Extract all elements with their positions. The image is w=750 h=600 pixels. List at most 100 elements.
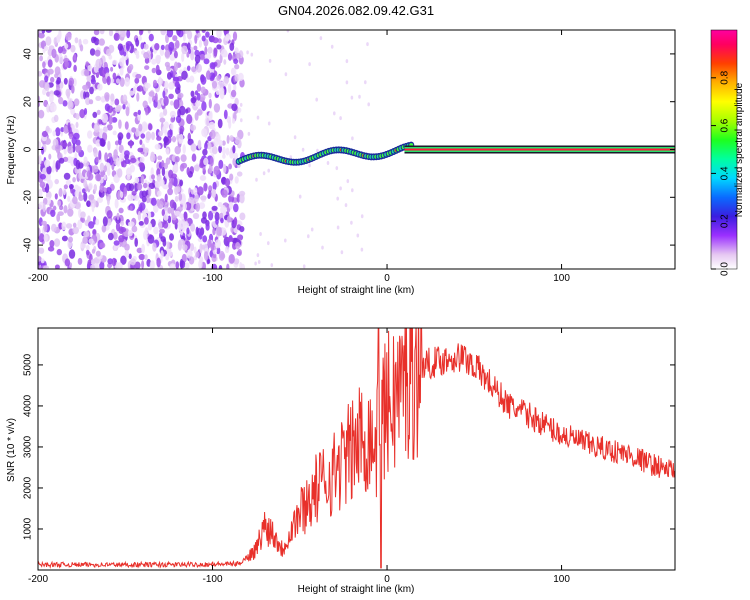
heatmap-noise-cell — [173, 177, 178, 187]
heatmap-noise-cell — [114, 98, 120, 106]
heatmap-noise-cell — [78, 191, 82, 199]
heatmap-noise-cell — [193, 187, 198, 196]
heatmap-noise-cell — [138, 162, 145, 168]
heatmap-noise-cell — [142, 100, 148, 109]
heatmap-noise-cell — [307, 234, 310, 239]
heatmap-noise-cell — [143, 43, 149, 50]
heatmap-noise-cell — [216, 30, 222, 39]
heatmap-noise-cell — [164, 80, 169, 90]
heatmap-noise-cell — [220, 217, 224, 224]
heatmap-noise-cell — [186, 65, 191, 72]
heatmap-noise-cell — [72, 196, 78, 205]
heatmap-noise-cell — [194, 54, 201, 64]
heatmap-noise-cell — [208, 98, 212, 109]
heatmap-noise-cell — [350, 220, 353, 225]
heatmap-noise-cell — [308, 163, 311, 168]
heatmap-noise-cell — [104, 94, 110, 102]
heatmap-noise-cell — [130, 258, 136, 266]
heatmap-noise-cell — [68, 249, 76, 259]
heatmap-noise-cell — [141, 121, 148, 131]
heatmap-noise-cell — [73, 64, 77, 72]
heatmap-noise-cell — [123, 186, 128, 197]
heatmap-noise-cell — [207, 238, 212, 248]
heatmap-noise-cell — [208, 185, 213, 193]
heatmap-noise-cell — [38, 264, 41, 269]
heatmap-noise-cell — [114, 140, 120, 146]
heatmap-noise-cell — [247, 131, 251, 136]
heatmap-noise-cell — [108, 115, 113, 125]
heatmap-noise-cell — [38, 188, 43, 197]
heatmap-noise-cell — [38, 255, 42, 262]
heatmap-noise-cell — [257, 260, 261, 264]
heatmap-noise-cell — [92, 111, 98, 118]
heatmap-noise-cell — [336, 196, 340, 201]
heatmap-noise-cell — [42, 61, 46, 69]
heatmap-noise-cell — [214, 211, 220, 222]
heatmap-noise-cell — [147, 30, 151, 34]
heatmap-noise-cell — [119, 153, 124, 162]
heatmap-noise-cell — [208, 190, 212, 198]
heatmap-noise-cell — [130, 157, 137, 163]
heatmap-noise-cell — [181, 52, 185, 62]
snr-x-tick-label: 100 — [553, 574, 570, 585]
heatmap-noise-cell — [161, 160, 165, 168]
heatmap-noise-cell — [38, 154, 42, 165]
heatmap-noise-cell — [103, 174, 107, 181]
heatmap-noise-cell — [143, 51, 150, 59]
heatmap-noise-cell — [107, 140, 111, 151]
heatmap-noise-cell — [70, 44, 76, 53]
heatmap-noise-cell — [62, 142, 68, 148]
heatmap-noise-cell — [164, 50, 171, 58]
heatmap-noise-cell — [177, 108, 182, 118]
heatmap-noise-cell — [71, 85, 75, 94]
heatmap-noise-cell — [219, 90, 225, 100]
heatmap-noise-cell — [113, 149, 118, 159]
heatmap-noise-cell — [190, 97, 197, 104]
heatmap-noise-cell — [39, 55, 43, 62]
heatmap-noise-cell — [137, 210, 142, 221]
heatmap-noise-cell — [68, 99, 73, 108]
heatmap-x-tick-label: -100 — [203, 273, 223, 284]
heatmap-noise-cell — [183, 211, 188, 222]
heatmap-noise-cell — [224, 246, 230, 254]
heatmap-noise-cell — [223, 76, 230, 84]
heatmap-noise-cell — [188, 256, 195, 265]
heatmap-noise-cell — [228, 201, 234, 210]
heatmap-noise-cell — [159, 228, 165, 234]
heatmap-noise-cell — [163, 214, 169, 221]
heatmap-noise-cell — [239, 212, 246, 221]
heatmap-noise-cell — [178, 220, 185, 229]
heatmap-noise-cell — [101, 69, 106, 78]
heatmap-noise-cell — [200, 217, 208, 224]
heatmap-noise-cell — [118, 207, 124, 214]
heatmap-noise-cell — [47, 59, 53, 68]
heatmap-noise-cell — [128, 63, 134, 71]
heatmap-noise-cell — [93, 30, 100, 36]
heatmap-noise-cell — [179, 163, 185, 172]
heatmap-noise-cell — [212, 227, 216, 236]
heatmap-noise-cell — [162, 221, 169, 229]
heatmap-noise-cell — [137, 109, 141, 116]
heatmap-noise-cell — [163, 121, 169, 129]
heatmap-noise-cell — [131, 127, 137, 133]
heatmap-noise-cell — [75, 139, 81, 146]
heatmap-noise-cell — [229, 42, 235, 51]
heatmap-noise-cell — [97, 83, 103, 91]
heatmap-noise-cell — [93, 184, 98, 192]
heatmap-noise-cell — [218, 145, 223, 154]
heatmap-noise-cell — [68, 236, 73, 243]
heatmap-noise-cell — [168, 93, 174, 100]
heatmap-noise-cell — [166, 64, 171, 72]
heatmap-noise-cell — [233, 203, 239, 213]
heatmap-noise-cell — [158, 130, 164, 137]
heatmap-noise-cell — [65, 179, 72, 186]
heatmap-noise-cell — [83, 156, 88, 164]
heatmap-noise-cell — [83, 179, 88, 188]
heatmap-noise-cell — [141, 243, 146, 254]
heatmap-noise-cell — [56, 213, 61, 222]
heatmap-noise-cell — [149, 153, 156, 163]
heatmap-noise-cell — [38, 109, 45, 119]
heatmap-noise-cell — [85, 97, 91, 106]
heatmap-noise-cell — [83, 191, 88, 202]
